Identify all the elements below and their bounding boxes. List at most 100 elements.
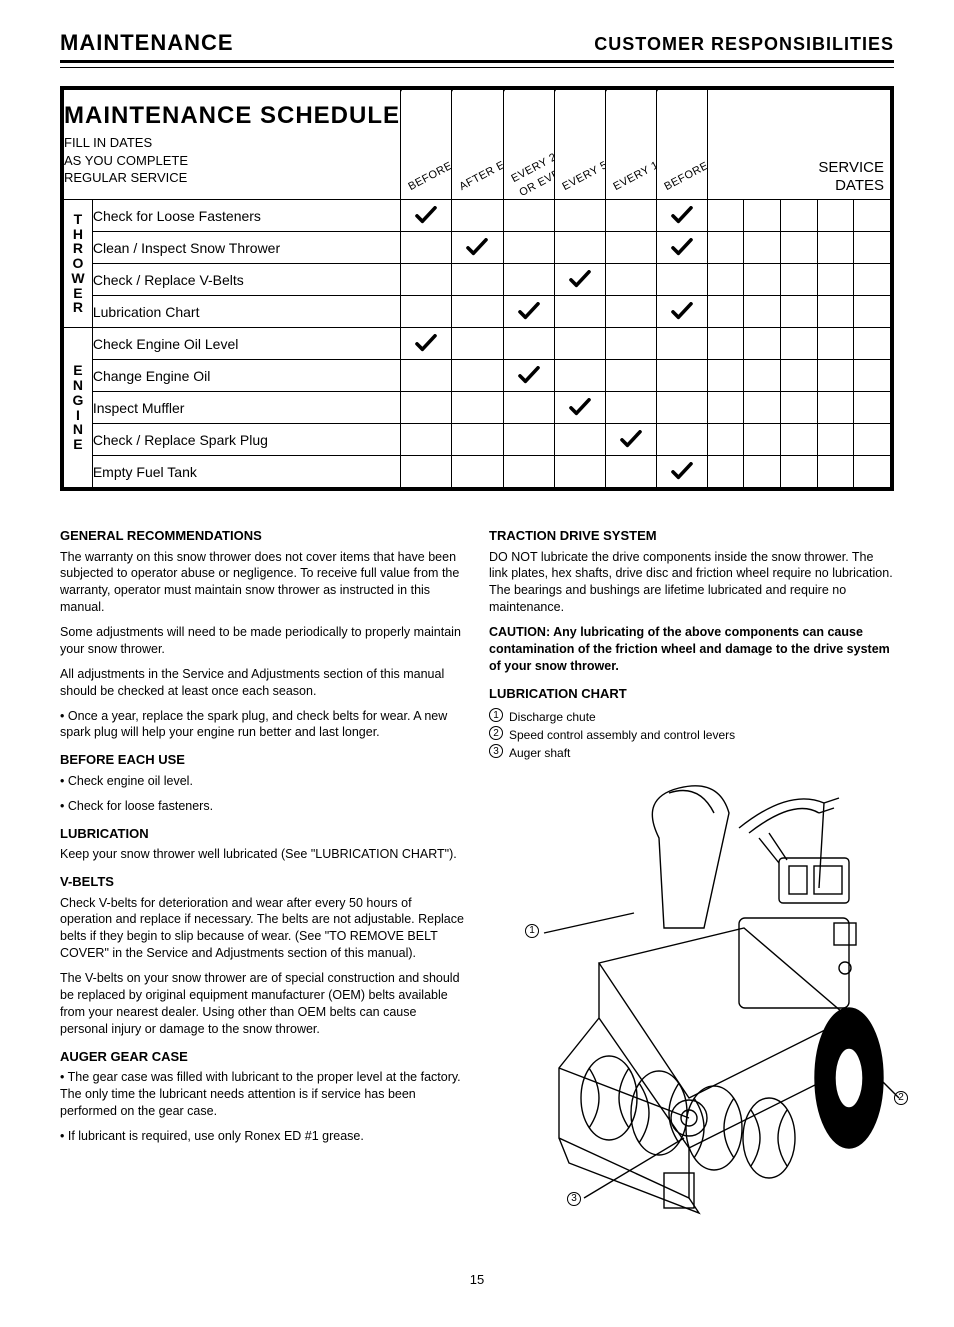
- service-date-cell[interactable]: [780, 296, 817, 328]
- service-date-cell[interactable]: [744, 360, 781, 392]
- check-cell: [656, 424, 707, 456]
- check-cell: [554, 456, 605, 488]
- service-date-cell[interactable]: [854, 360, 891, 392]
- service-date-cell[interactable]: [854, 264, 891, 296]
- h-trac: TRACTION DRIVE SYSTEM: [489, 527, 894, 545]
- service-date-cell[interactable]: [854, 200, 891, 232]
- service-date-cell[interactable]: [854, 296, 891, 328]
- service-date-cell[interactable]: [744, 232, 781, 264]
- check-cell: [401, 424, 452, 456]
- service-date-cell[interactable]: [707, 328, 744, 360]
- service-date-cell[interactable]: [707, 360, 744, 392]
- check-cell: [452, 200, 503, 232]
- h-auger: AUGER GEAR CASE: [60, 1048, 465, 1066]
- check-cell: [452, 456, 503, 488]
- callout-2: 2: [894, 1090, 908, 1105]
- service-date-cell[interactable]: [817, 296, 854, 328]
- check-cell: [452, 424, 503, 456]
- service-date-cell[interactable]: [817, 456, 854, 488]
- service-date-cell[interactable]: [707, 296, 744, 328]
- page-header: MAINTENANCE CUSTOMER RESPONSIBILITIES: [60, 30, 894, 56]
- service-date-cell[interactable]: [780, 360, 817, 392]
- service-date-cell[interactable]: [744, 264, 781, 296]
- service-date-cell[interactable]: [854, 232, 891, 264]
- service-dates-header: SERVICEDATES: [707, 90, 890, 200]
- task-cell: Check / Replace Spark Plug: [92, 424, 401, 456]
- service-date-cell[interactable]: [707, 424, 744, 456]
- service-date-cell[interactable]: [817, 232, 854, 264]
- service-date-cell[interactable]: [707, 200, 744, 232]
- check-cell: [452, 232, 503, 264]
- service-date-cell[interactable]: [744, 296, 781, 328]
- check-cell: [401, 456, 452, 488]
- p-lube-1: Keep your snow thrower well lubricated (…: [60, 846, 465, 863]
- service-date-cell[interactable]: [817, 200, 854, 232]
- li-auger-1: • The gear case was filled with lubrican…: [60, 1069, 465, 1120]
- service-date-cell[interactable]: [780, 264, 817, 296]
- service-date-cell[interactable]: [744, 456, 781, 488]
- schedule-title: MAINTENANCE SCHEDULE: [64, 102, 400, 130]
- page: MAINTENANCE CUSTOMER RESPONSIBILITIES MA…: [0, 0, 954, 1327]
- schedule-table: MAINTENANCE SCHEDULEFILL IN DATESAS YOU …: [63, 89, 891, 488]
- service-date-cell[interactable]: [817, 360, 854, 392]
- check-cell: [605, 296, 656, 328]
- left-column: GENERAL RECOMMENDATIONS The warranty on …: [60, 517, 465, 1248]
- li-general-1-text: Once a year, replace the spark plug, and…: [60, 709, 447, 740]
- service-date-cell[interactable]: [707, 232, 744, 264]
- service-date-cell[interactable]: [854, 456, 891, 488]
- service-date-cell[interactable]: [707, 264, 744, 296]
- schedule-row: Check / Replace V-Belts: [64, 264, 891, 296]
- p-general-3: All adjustments in the Service and Adjus…: [60, 666, 465, 700]
- check-cell: [503, 264, 554, 296]
- service-date-cell[interactable]: [817, 328, 854, 360]
- task-cell: Change Engine Oil: [92, 360, 401, 392]
- service-date-cell[interactable]: [780, 392, 817, 424]
- lube-list: 1Discharge chute 2Speed control assembly…: [489, 708, 894, 762]
- header-left: MAINTENANCE: [60, 30, 234, 56]
- service-date-cell[interactable]: [817, 424, 854, 456]
- service-date-cell[interactable]: [817, 392, 854, 424]
- schedule-col-header: EVERY 25 HOURSOR EVERY SEASON: [503, 90, 554, 200]
- h-lube: LUBRICATION: [60, 825, 465, 843]
- service-date-cell[interactable]: [707, 392, 744, 424]
- service-date-cell[interactable]: [780, 424, 817, 456]
- check-cell: [452, 360, 503, 392]
- task-cell: Check for Loose Fasteners: [92, 200, 401, 232]
- service-date-cell[interactable]: [744, 328, 781, 360]
- task-cell: Check Engine Oil Level: [92, 328, 401, 360]
- check-cell: [554, 296, 605, 328]
- right-column: TRACTION DRIVE SYSTEM DO NOT lubricate t…: [489, 517, 894, 1248]
- service-date-cell[interactable]: [817, 264, 854, 296]
- check-cell: [656, 328, 707, 360]
- service-date-cell[interactable]: [707, 456, 744, 488]
- check-cell: [503, 232, 554, 264]
- service-date-cell[interactable]: [744, 424, 781, 456]
- service-date-cell[interactable]: [780, 328, 817, 360]
- service-date-cell[interactable]: [780, 456, 817, 488]
- schedule-col-header: EVERY 50 HOURS: [554, 90, 605, 200]
- service-date-cell[interactable]: [744, 392, 781, 424]
- p-general-2: Some adjustments will need to be made pe…: [60, 624, 465, 658]
- h-general: GENERAL RECOMMENDATIONS: [60, 527, 465, 545]
- schedule-row: THROWERCheck for Loose Fasteners: [64, 200, 891, 232]
- li-before-2: • Check for loose fasteners.: [60, 798, 465, 815]
- service-date-cell[interactable]: [854, 392, 891, 424]
- check-cell: [503, 296, 554, 328]
- service-date-cell[interactable]: [780, 232, 817, 264]
- service-date-cell[interactable]: [744, 200, 781, 232]
- caution-text: CAUTION: Any lubricating of the above co…: [489, 625, 890, 673]
- h-before: BEFORE EACH USE: [60, 751, 465, 769]
- check-cell: [503, 392, 554, 424]
- check-cell: [503, 200, 554, 232]
- service-date-cell[interactable]: [854, 424, 891, 456]
- check-cell: [554, 328, 605, 360]
- service-date-cell[interactable]: [854, 328, 891, 360]
- check-cell: [554, 200, 605, 232]
- li-before-1: • Check engine oil level.: [60, 773, 465, 790]
- page-number: 15: [60, 1272, 894, 1287]
- service-date-cell[interactable]: [780, 200, 817, 232]
- snow-thrower-icon: [489, 768, 909, 1228]
- check-cell: [605, 264, 656, 296]
- schedule-row: Change Engine Oil: [64, 360, 891, 392]
- check-cell: [605, 232, 656, 264]
